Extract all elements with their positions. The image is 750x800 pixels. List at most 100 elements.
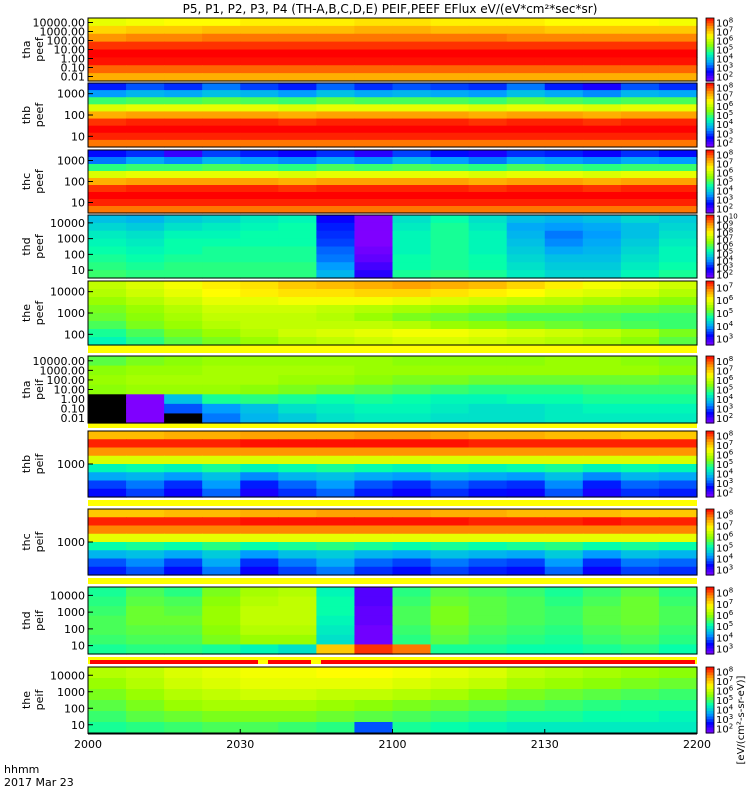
heatmap-cell <box>620 517 660 527</box>
colorbar-swatch <box>706 528 714 532</box>
heatmap-cell <box>164 329 203 338</box>
heatmap-cell <box>88 587 127 598</box>
heatmap-cell <box>126 403 165 415</box>
heatmap-cell <box>278 587 317 598</box>
heatmap-cell <box>582 667 622 679</box>
heatmap-cell <box>164 313 203 322</box>
colorbar-swatch <box>706 326 714 330</box>
heatmap-cell <box>278 431 317 440</box>
heatmap-cell <box>506 455 546 465</box>
heatmap-cell <box>430 305 470 314</box>
heatmap-cell <box>430 615 470 626</box>
y-tick-label: 100 <box>64 176 85 189</box>
colorbar-swatch <box>706 283 714 287</box>
y-tick-label: 10000.00 <box>33 355 86 368</box>
heatmap-cell <box>468 132 508 141</box>
heatmap-cell <box>582 254 622 263</box>
colorbar-swatch <box>706 564 714 568</box>
heatmap-cell <box>316 321 356 330</box>
heatmap-cell <box>164 550 203 560</box>
colorbar-swatch <box>706 400 714 405</box>
heatmap-cell <box>126 615 165 626</box>
heatmap-cell <box>316 270 356 279</box>
heatmap-cell <box>506 689 546 701</box>
heatmap-cell <box>392 634 432 646</box>
heatmap-cell <box>354 18 394 27</box>
heatmap-cell <box>354 262 394 271</box>
colorbar-frame <box>705 214 715 279</box>
heatmap-cell <box>430 625 470 636</box>
colorbar-swatch <box>706 112 714 116</box>
colorbar-swatch <box>706 286 714 290</box>
heatmap-cell <box>240 289 279 298</box>
heatmap-cell <box>430 246 470 255</box>
heatmap-cell <box>354 447 394 457</box>
colorbar-swatch <box>706 381 714 385</box>
heatmap-cell <box>316 206 356 214</box>
heatmap-cell <box>430 455 470 465</box>
colorbar-swatch <box>706 694 714 698</box>
heatmap-cell <box>240 606 279 617</box>
heatmap-cell <box>392 178 432 186</box>
heatmap-cell <box>316 65 356 74</box>
heatmap-cell <box>354 246 394 255</box>
heatmap-cell <box>240 49 279 58</box>
colorbar-swatch <box>706 262 714 266</box>
heatmap-cell <box>658 356 698 367</box>
colorbar-tick-label: 104 <box>716 320 734 333</box>
heatmap-cell <box>354 206 394 214</box>
heatmap-cell <box>506 365 546 376</box>
heatmap-cell <box>202 413 241 424</box>
colorbar-swatch <box>706 480 714 484</box>
heatmap-cell <box>126 566 165 576</box>
quantity-label: peef <box>33 300 46 326</box>
heatmap-cell <box>658 125 698 134</box>
heatmap-cell <box>354 337 394 346</box>
heatmap-cell <box>430 281 470 290</box>
heatmap-cell <box>316 634 356 646</box>
heatmap-cell <box>430 722 470 734</box>
colorbar-swatch <box>706 115 714 119</box>
heatmap-cell <box>430 356 470 367</box>
heatmap-cell <box>126 509 165 518</box>
heatmap-cell <box>240 97 279 105</box>
heatmap-cell <box>164 606 203 617</box>
colorbar-swatch <box>706 700 714 704</box>
heatmap-cell <box>506 678 546 690</box>
heatmap-cell <box>430 41 470 51</box>
heatmap-cell <box>88 431 127 440</box>
colorbar-swatch <box>706 420 714 424</box>
heatmap-cell <box>88 199 127 207</box>
heatmap-cell <box>658 431 698 440</box>
heatmap-cell <box>506 139 546 148</box>
heatmap-cell <box>582 644 622 655</box>
y-tick-label: 10.00 <box>54 384 86 397</box>
heatmap-cell <box>658 254 698 263</box>
heatmap-cell <box>620 171 660 179</box>
heatmap-cell <box>506 533 546 543</box>
heatmap-cell <box>202 222 241 232</box>
heatmap-cell <box>164 558 203 568</box>
heatmap-cell <box>506 118 546 127</box>
heatmap-cell <box>658 57 698 66</box>
heatmap-cell <box>88 480 127 490</box>
gap-band <box>88 578 697 584</box>
heatmap-cell <box>202 289 241 298</box>
colorbar-swatch <box>706 123 714 127</box>
colorbar-swatch <box>706 386 714 391</box>
colorbar-swatch <box>706 713 714 718</box>
heatmap-cell <box>88 125 127 134</box>
heatmap-cell <box>354 403 394 415</box>
heatmap-cell <box>354 533 394 543</box>
heatmap-cell <box>240 356 279 367</box>
heatmap-cell <box>164 18 203 27</box>
heatmap-cell <box>544 262 584 271</box>
heatmap-cell <box>658 206 698 214</box>
data-gap-marker <box>311 660 321 664</box>
heatmap-cell <box>164 542 203 551</box>
heatmap-cell <box>544 533 584 543</box>
heatmap-cell <box>88 270 127 279</box>
heatmap-cell <box>392 365 432 376</box>
heatmap-cell <box>468 178 508 186</box>
heatmap-cell <box>620 305 660 314</box>
